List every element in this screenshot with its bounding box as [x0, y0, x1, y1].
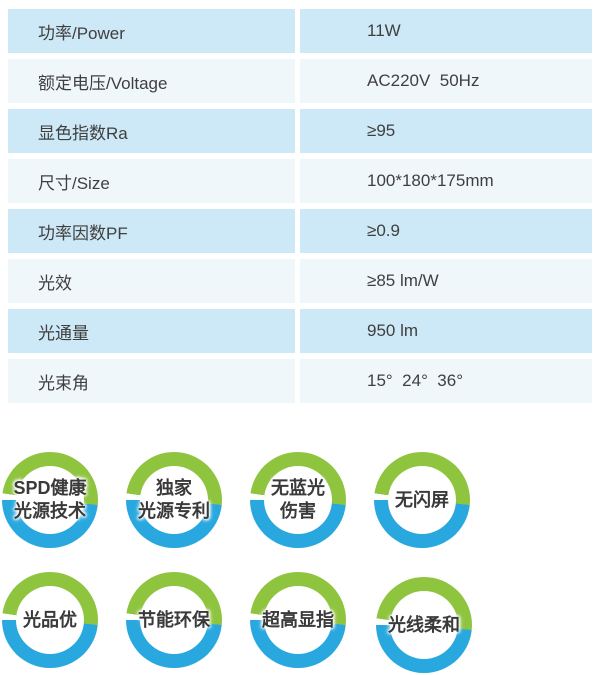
badge-inner [16, 586, 84, 654]
feature-badge: 光线柔和 [376, 577, 472, 673]
badge-ring-icon [2, 452, 98, 548]
feature-badge: 光品优 [2, 572, 98, 668]
badge-line: 光源技术 [14, 501, 86, 521]
badge-ring-icon [376, 577, 472, 673]
badge-line: 无闪屏 [395, 489, 449, 510]
badge-label: 节能环保 [126, 572, 222, 668]
spec-table: 功率/Power 11W 额定电压/Voltage AC220V 50Hz 显色… [8, 9, 592, 403]
spec-label: 功率/Power [8, 9, 295, 53]
spec-label: 光效 [8, 259, 295, 303]
feature-badge: SPD健康 光源技术 [2, 452, 98, 548]
spec-label: 功率因数PF [8, 209, 295, 253]
badge-inner [264, 586, 332, 654]
spec-row: 光效 ≥85 lm/W [8, 259, 592, 303]
feature-badge: 无闪屏 [374, 452, 470, 548]
badge-inner [140, 466, 208, 534]
spec-label: 光通量 [8, 309, 295, 353]
spec-label: 光束角 [8, 359, 295, 403]
badge-line: 节能环保 [138, 609, 210, 630]
badge-inner [16, 466, 84, 534]
spec-row: 光通量 950 lm [8, 309, 592, 353]
badge-line: SPD健康 [13, 478, 87, 498]
feature-badge: 超高显指 [250, 572, 346, 668]
badge-inner [390, 591, 458, 659]
badge-line: 超高显指 [262, 609, 334, 630]
badge-label: 光品优 [2, 572, 98, 668]
badge-ring-icon [250, 452, 346, 548]
spec-row: 功率/Power 11W [8, 9, 592, 53]
spec-label: 尺寸/Size [8, 159, 295, 203]
badge-ring-icon [374, 452, 470, 548]
spec-row: 光束角 15° 24° 36° [8, 359, 592, 403]
spec-row: 额定电压/Voltage AC220V 50Hz [8, 59, 592, 103]
feature-badge: 节能环保 [126, 572, 222, 668]
badge-line: 独家 [156, 478, 192, 498]
badge-label: 独家 光源专利 [126, 452, 222, 548]
badge-inner [264, 466, 332, 534]
badge-line: 无蓝光 [271, 478, 325, 498]
badge-inner [388, 466, 456, 534]
badge-label: 光线柔和 [376, 577, 472, 673]
spec-value: 15° 24° 36° [300, 359, 592, 403]
spec-value: 950 lm [300, 309, 592, 353]
spec-row: 显色指数Ra ≥95 [8, 109, 592, 153]
feature-badge: 独家 光源专利 [126, 452, 222, 548]
spec-label: 显色指数Ra [8, 109, 295, 153]
badge-label: 超高显指 [250, 572, 346, 668]
spec-value: AC220V 50Hz [300, 59, 592, 103]
spec-row: 尺寸/Size 100*180*175mm [8, 159, 592, 203]
badge-label: 无蓝光 伤害 [250, 452, 346, 548]
badge-inner [140, 586, 208, 654]
badge-line: 光线柔和 [388, 614, 460, 635]
feature-badge: 无蓝光 伤害 [250, 452, 346, 548]
spec-value: 100*180*175mm [300, 159, 592, 203]
badge-ring-icon [2, 572, 98, 668]
badge-line: 光品优 [23, 609, 77, 630]
badge-ring-icon [126, 452, 222, 548]
badge-line: 伤害 [280, 501, 316, 521]
badge-ring-icon [126, 572, 222, 668]
badge-label: 无闪屏 [374, 452, 470, 548]
spec-label: 额定电压/Voltage [8, 59, 295, 103]
spec-value: 11W [300, 9, 592, 53]
badge-label: SPD健康 光源技术 [2, 452, 98, 548]
spec-value: ≥0.9 [300, 209, 592, 253]
spec-value: ≥95 [300, 109, 592, 153]
spec-value: ≥85 lm/W [300, 259, 592, 303]
spec-row: 功率因数PF ≥0.9 [8, 209, 592, 253]
badge-line: 光源专利 [138, 501, 210, 521]
badge-ring-icon [250, 572, 346, 668]
